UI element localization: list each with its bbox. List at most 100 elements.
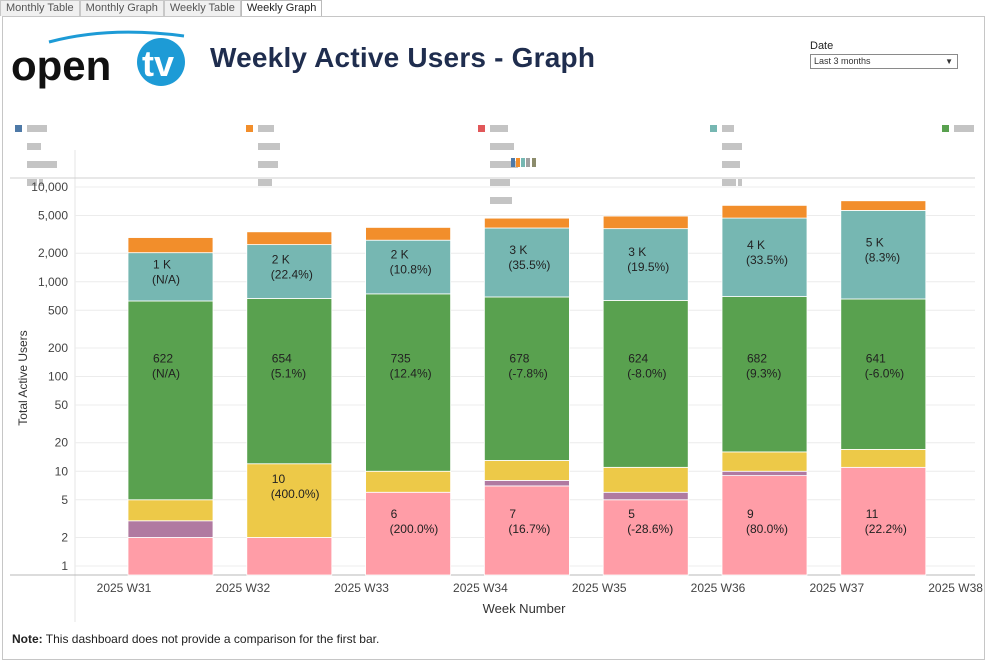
x-tick-label: 2025 W35: [572, 581, 627, 595]
bar-value-label: 678: [509, 352, 529, 366]
tab-weekly-graph[interactable]: Weekly Graph: [240, 0, 323, 16]
bar-value-label: 6: [391, 507, 398, 521]
bar-value-label: 11: [866, 507, 879, 521]
bar-change-label: (19.5%): [627, 260, 669, 274]
x-axis-title: Week Number: [483, 601, 567, 616]
bar-change-label: (9.3%): [746, 367, 781, 381]
bar-value-label: 7: [509, 507, 516, 521]
bar-segment-pink: [127, 537, 214, 576]
x-tick-label: 2025 W31: [97, 581, 152, 595]
note-text: This dashboard does not provide a compar…: [42, 632, 380, 646]
logo-text-open: open: [11, 42, 111, 89]
bar-value-label: 9: [747, 507, 754, 521]
legend-label-obscured: [954, 125, 976, 132]
x-tick-label: 2025 W38: [928, 581, 983, 595]
dashboard-note: Note: This dashboard does not provide a …: [12, 632, 379, 646]
date-filter-select[interactable]: Last 3 months ▼: [810, 54, 958, 69]
chevron-down-icon: ▼: [945, 57, 953, 66]
bar-segment-orange: [840, 200, 927, 211]
bar-change-label: (8.3%): [865, 251, 900, 265]
legend-label-obscured: [27, 125, 59, 186]
bar-value-label: 654: [272, 352, 292, 366]
bar-change-label: (-28.6%): [627, 522, 673, 536]
bar-segment-orange: [127, 237, 214, 254]
bar-segment-green: [483, 296, 570, 461]
bar-value-label: 2 K: [391, 248, 409, 262]
y-tick-label: 500: [48, 303, 68, 317]
tab-monthly-graph[interactable]: Monthly Graph: [79, 0, 164, 16]
y-tick-label: 100: [48, 370, 68, 384]
legend-swatch: [15, 125, 22, 132]
bar-segment-purple: [483, 480, 570, 487]
bar-segment-orange: [721, 204, 808, 219]
y-axis-title: Total Active Users: [16, 330, 30, 425]
bar-value-label: 5 K: [866, 236, 884, 250]
bar-change-label: (400.0%): [271, 487, 320, 501]
bar-value-label: 10: [272, 472, 286, 486]
bar-segment-teal: [365, 239, 452, 295]
bar-segment-teal: [721, 217, 808, 297]
bar-segment-pink: [840, 466, 927, 576]
logo-text-tv: tv: [142, 43, 174, 84]
x-tick-label: 2025 W37: [809, 581, 864, 595]
legend-swatch: [246, 125, 253, 132]
bar-segment-green: [602, 300, 689, 468]
x-tick-label: 2025 W32: [215, 581, 270, 595]
date-filter-label: Date: [810, 40, 834, 52]
bar-segment-pink: [721, 475, 808, 576]
bar-segment-yellow: [483, 460, 570, 481]
bar-segment-purple: [602, 491, 689, 501]
bar-change-label: (16.7%): [508, 522, 550, 536]
y-tick-label: 2,000: [38, 246, 68, 260]
bar-value-label: 624: [628, 352, 648, 366]
bar-change-label: (N/A): [152, 367, 180, 381]
bar-value-label: 682: [747, 352, 767, 366]
bar-change-label: (200.0%): [390, 522, 439, 536]
color-legend-icon: [511, 158, 536, 167]
legend-label-obscured: [490, 125, 520, 204]
bar-change-label: (-6.0%): [865, 367, 904, 381]
legend-swatch: [710, 125, 717, 132]
y-tick-label: 1: [61, 559, 68, 573]
opentv-logo: open tv: [11, 30, 185, 89]
bar-segment-green: [365, 293, 452, 472]
y-tick-label: 20: [55, 436, 69, 450]
bar-change-label: (35.5%): [508, 258, 550, 272]
tab-weekly-table[interactable]: Weekly Table: [163, 0, 241, 16]
y-tick-label: 50: [55, 398, 69, 412]
bar-segment-green: [246, 298, 333, 465]
legend-swatch: [942, 125, 949, 132]
x-tick-label: 2025 W36: [691, 581, 746, 595]
bar-value-label: 4 K: [747, 238, 765, 252]
bar-segment-green: [840, 298, 927, 450]
bar-segment-purple: [721, 470, 808, 476]
bar-segment-orange: [365, 227, 452, 241]
bar-value-label: 641: [866, 352, 886, 366]
bar-segment-teal: [127, 252, 214, 302]
y-tick-label: 200: [48, 341, 68, 355]
bar-segment-green: [127, 300, 214, 501]
note-bold: Note:: [12, 632, 43, 646]
tab-bar: Monthly Table Monthly Graph Weekly Table…: [0, 0, 323, 16]
bar-value-label: 1 K: [153, 257, 171, 271]
bar-segment-yellow: [246, 463, 333, 538]
tab-monthly-table[interactable]: Monthly Table: [0, 0, 80, 16]
bar-change-label: (22.2%): [865, 522, 907, 536]
legend-label-obscured: [258, 125, 282, 186]
x-tick-label: 2025 W34: [453, 581, 508, 595]
bar-change-label: (12.4%): [390, 367, 432, 381]
legend-label-obscured: [722, 125, 744, 186]
bar-segment-yellow: [840, 449, 927, 468]
bar-change-label: (33.5%): [746, 253, 788, 267]
y-tick-label: 5,000: [38, 209, 68, 223]
bar-segment-orange: [602, 215, 689, 230]
bar-change-label: (80.0%): [746, 522, 788, 536]
y-tick-label: 2: [61, 530, 68, 544]
bar-segment-pink: [365, 491, 452, 576]
bar-value-label: 2 K: [272, 252, 290, 266]
bar-segment-pink: [483, 485, 570, 576]
bar-change-label: (N/A): [152, 272, 180, 286]
legend-swatch: [478, 125, 485, 132]
bar-segment-teal: [246, 244, 333, 299]
